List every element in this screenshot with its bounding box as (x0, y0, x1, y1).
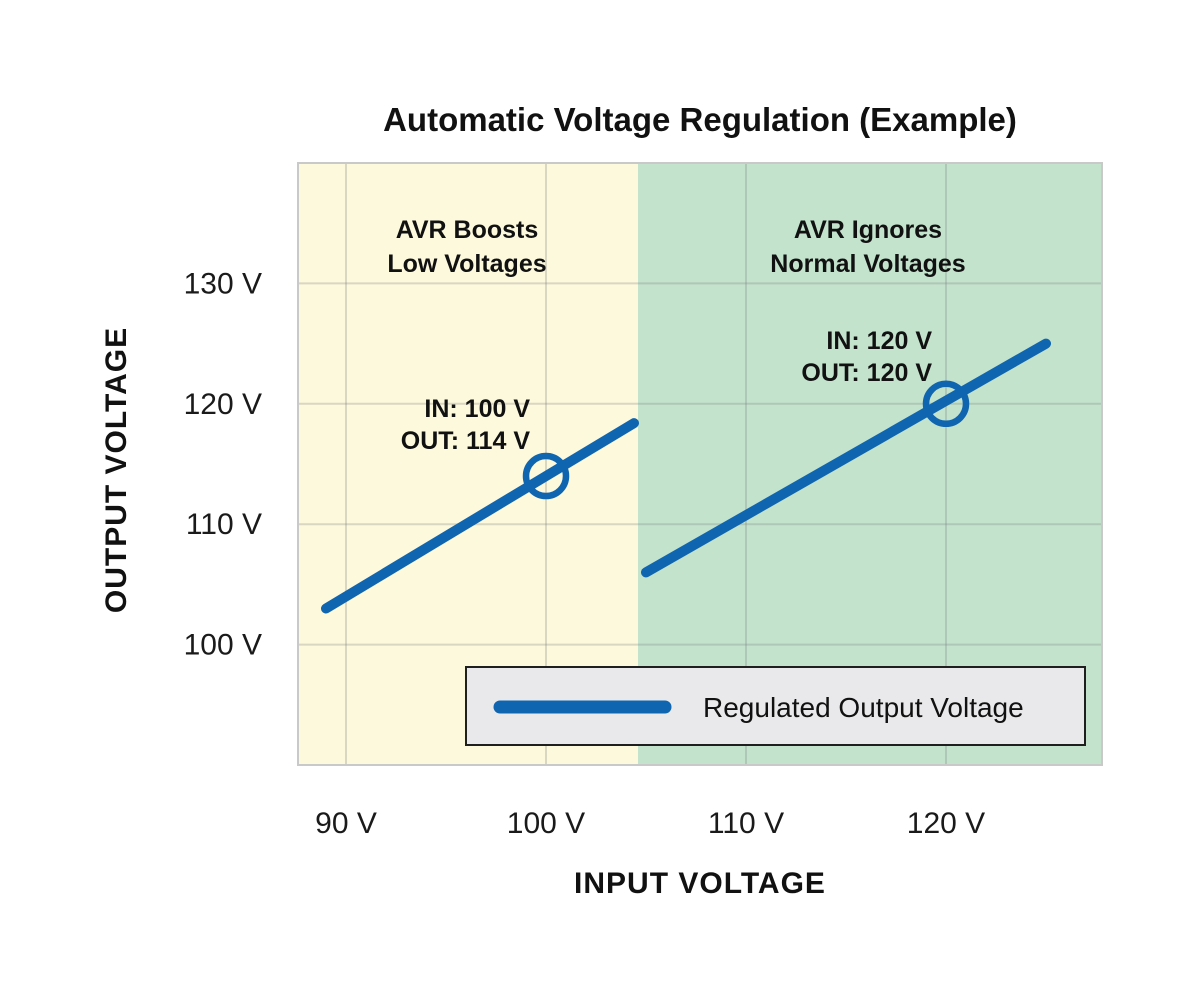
annotation-boost-out: OUT: 114 V (401, 427, 531, 455)
annotation-ignore-in: IN: 120 V (826, 327, 932, 355)
plot-area: 90 V 100 V 110 V 120 V 100 V 110 V 120 V 130 V (184, 162, 1103, 840)
region-label-boost-line2: Low Voltages (387, 250, 546, 278)
x-axis-title: INPUT VOLTAGE (574, 867, 826, 900)
x-tick-label: 90 V (315, 807, 377, 840)
x-tick-label: 110 V (708, 807, 784, 840)
annotation-ignore-out: OUT: 120 V (801, 359, 932, 387)
legend: Regulated Output Voltage (465, 666, 1086, 746)
annotation-boost-point: IN: 100 V OUT: 114 V (401, 395, 531, 455)
legend-label: Regulated Output Voltage (703, 692, 1024, 723)
region-label-boost: AVR Boosts Low Voltages (387, 216, 546, 278)
annotation-ignore-point: IN: 120 V OUT: 120 V (801, 327, 932, 387)
x-tick-label: 120 V (907, 807, 985, 840)
annotation-boost-in: IN: 100 V (424, 395, 530, 423)
chart-title: Automatic Voltage Regulation (Example) (383, 101, 1017, 138)
region-boost (298, 163, 638, 765)
y-tick-label: 100 V (184, 629, 262, 662)
y-axis-title: OUTPUT VOLTAGE (100, 327, 133, 613)
region-label-ignore-line1: AVR Ignores (794, 216, 942, 244)
x-tick-label: 100 V (507, 807, 585, 840)
region-label-boost-line1: AVR Boosts (396, 216, 539, 244)
y-tick-label: 120 V (184, 388, 262, 421)
region-ignore (638, 163, 1102, 765)
region-label-ignore-line2: Normal Voltages (770, 250, 965, 278)
data-point-marker (922, 380, 970, 428)
series-line-segment (641, 338, 1051, 578)
region-label-ignore: AVR Ignores Normal Voltages (770, 216, 965, 278)
data-point-marker (522, 452, 570, 500)
series-line-segment (321, 418, 639, 614)
y-tick-label: 130 V (184, 267, 262, 300)
plot-border (297, 162, 1103, 766)
y-tick-label: 110 V (186, 508, 262, 541)
